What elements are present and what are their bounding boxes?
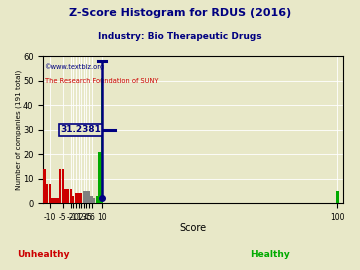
Bar — [59, 169, 62, 203]
Bar — [101, 78, 103, 203]
Y-axis label: Number of companies (191 total): Number of companies (191 total) — [15, 70, 22, 190]
Bar — [62, 169, 64, 203]
Bar — [64, 188, 67, 203]
Bar — [82, 191, 85, 203]
Text: Healthy: Healthy — [250, 250, 290, 259]
Bar — [80, 194, 82, 203]
Bar — [96, 196, 98, 203]
Text: Unhealthy: Unhealthy — [17, 250, 69, 259]
Bar — [336, 191, 338, 203]
Bar — [90, 196, 93, 203]
Text: Z-Score Histogram for RDUS (2016): Z-Score Histogram for RDUS (2016) — [69, 8, 291, 18]
Bar — [69, 188, 72, 203]
Bar — [93, 198, 95, 203]
Bar — [75, 194, 77, 203]
Text: 31.2381: 31.2381 — [60, 125, 101, 134]
Bar — [85, 191, 87, 203]
Text: Industry: Bio Therapeutic Drugs: Industry: Bio Therapeutic Drugs — [98, 32, 262, 41]
Bar — [98, 152, 101, 203]
Bar — [88, 191, 90, 203]
Bar — [67, 188, 69, 203]
Bar — [51, 198, 54, 203]
Text: ©www.textbiz.org: ©www.textbiz.org — [45, 64, 105, 70]
Bar — [72, 196, 75, 203]
Text: The Research Foundation of SUNY: The Research Foundation of SUNY — [45, 78, 158, 84]
Bar — [43, 169, 46, 203]
Bar — [49, 184, 51, 203]
Bar — [46, 184, 48, 203]
X-axis label: Score: Score — [179, 223, 207, 233]
Bar — [77, 194, 80, 203]
Bar — [57, 198, 59, 203]
Bar — [54, 198, 56, 203]
